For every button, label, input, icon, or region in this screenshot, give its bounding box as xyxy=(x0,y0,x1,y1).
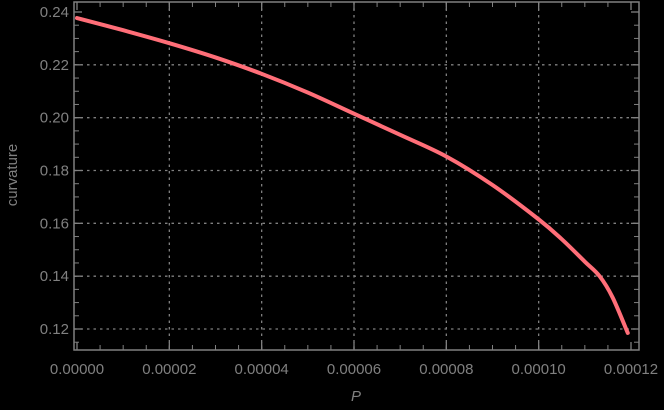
grid-lines xyxy=(74,2,639,350)
curvature-curve xyxy=(75,16,630,335)
x-tick-labels: 0.00000 0.00002 0.00004 0.00006 0.00008 0.000… xyxy=(50,361,658,378)
plot-frame xyxy=(73,1,640,351)
x-tick-label: 0.00006 xyxy=(327,361,381,378)
axis-ticks xyxy=(74,2,639,350)
y-tick-label: 0.20 xyxy=(40,110,69,127)
x-tick-label: 0.00000 xyxy=(50,361,104,378)
y-tick-label: 0.24 xyxy=(40,4,69,21)
x-tick-label: 0.00008 xyxy=(419,361,473,378)
x-tick-label: 0.00002 xyxy=(142,361,196,378)
y-tick-label: 0.16 xyxy=(40,215,69,232)
y-tick-label: 0.14 xyxy=(40,268,69,285)
y-tick-labels: 0.12 0.14 0.16 0.18 0.20 0.22 0.24 xyxy=(40,4,69,338)
x-tick-label: 0.00004 xyxy=(235,361,289,378)
x-tick-label: 0.00010 xyxy=(512,361,566,378)
y-tick-label: 0.22 xyxy=(40,57,69,74)
y-axis-title: curvature xyxy=(4,144,21,207)
y-tick-label: 0.12 xyxy=(40,321,69,338)
x-tick-label: 0.00012 xyxy=(604,361,658,378)
x-axis-title: P xyxy=(351,388,361,405)
y-tick-label: 0.18 xyxy=(40,163,69,180)
